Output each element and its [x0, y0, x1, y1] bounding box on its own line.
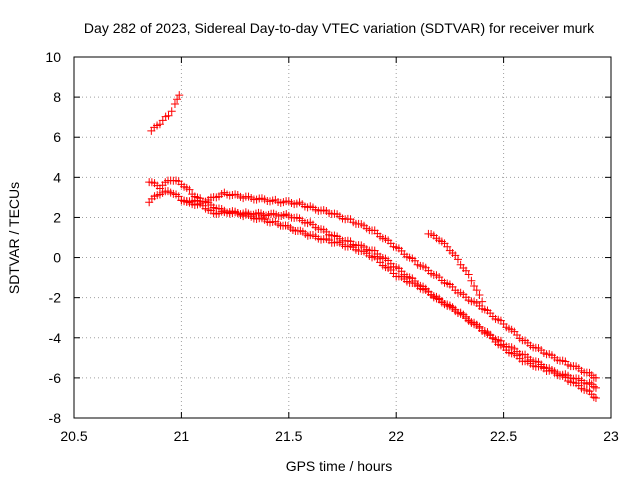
- y-tick-label: 0: [53, 250, 61, 266]
- data-point: [585, 378, 594, 387]
- x-tick-label: 23: [603, 428, 619, 444]
- series-track-4: [177, 196, 600, 402]
- data-point: [591, 393, 600, 402]
- data-point: [167, 107, 176, 116]
- data-points: [145, 91, 600, 402]
- y-tick-label: 2: [53, 209, 61, 225]
- series-track-2: [145, 176, 600, 382]
- data-point: [175, 91, 184, 100]
- y-tick-label: 4: [53, 169, 61, 185]
- data-point: [170, 99, 179, 108]
- y-tick-label: 6: [53, 129, 61, 145]
- data-point: [470, 282, 479, 291]
- x-tick-label: 22.5: [490, 428, 517, 444]
- x-tick-labels: 20.5 21 21.5 22 22.5 23: [60, 428, 619, 444]
- series-track-1: [147, 91, 184, 135]
- y-tick-labels: -8 -6 -4 -2 0 2 4 6 8 10: [45, 49, 61, 426]
- y-axis-label: SDTVAR / TECUs: [6, 182, 22, 294]
- data-point: [472, 286, 481, 295]
- data-point: [185, 185, 194, 194]
- chart-title: Day 282 of 2023, Sidereal Day-to-day VTE…: [84, 20, 595, 36]
- y-tick-label: -2: [49, 290, 62, 306]
- data-point: [410, 256, 419, 265]
- data-point: [478, 297, 487, 306]
- data-point: [173, 95, 182, 104]
- y-tick-label: 10: [45, 49, 61, 65]
- x-tick-label: 20.5: [60, 428, 87, 444]
- data-point: [475, 290, 484, 299]
- data-point: [591, 373, 600, 382]
- plot-frame: [73, 56, 612, 419]
- x-tick-label: 21.5: [275, 428, 302, 444]
- y-tick-label: -4: [49, 330, 62, 346]
- data-point: [164, 111, 173, 120]
- series-track-5: [424, 229, 487, 306]
- data-point: [467, 276, 476, 285]
- data-point: [589, 382, 598, 391]
- data-point: [453, 255, 462, 264]
- data-point: [589, 393, 598, 402]
- x-tick-label: 21: [174, 428, 190, 444]
- x-tick-label: 22: [388, 428, 404, 444]
- axis-ticks: [73, 56, 612, 419]
- y-tick-label: -6: [49, 370, 62, 386]
- x-axis-label: GPS time / hours: [286, 458, 393, 474]
- y-tick-label: 8: [53, 89, 61, 105]
- data-point: [464, 270, 473, 279]
- data-point: [591, 383, 600, 392]
- y-tick-label: -8: [49, 410, 62, 426]
